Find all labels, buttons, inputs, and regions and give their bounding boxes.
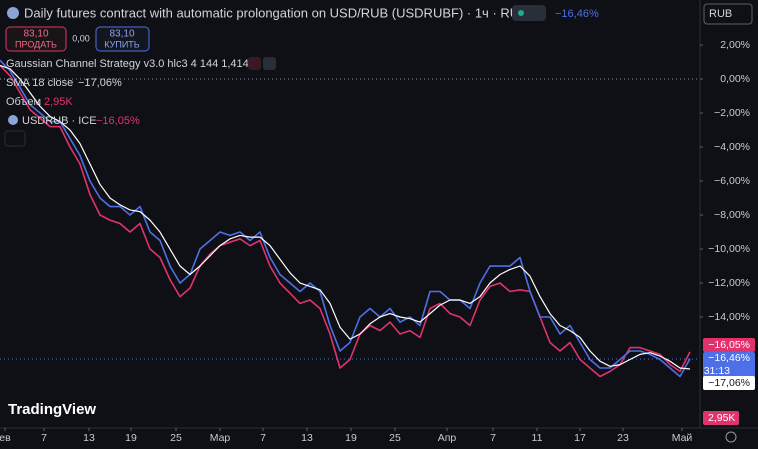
- series-line: [0, 64, 691, 370]
- sell-price[interactable]: 83,10: [23, 29, 48, 40]
- plot: [0, 44, 703, 431]
- y-tick-label: −2,00%: [714, 107, 750, 119]
- x-tick-label: 19: [125, 432, 137, 444]
- countdown: 31:13: [704, 365, 730, 377]
- x-tick-label: 25: [389, 432, 401, 444]
- spread: 0,00: [72, 33, 90, 43]
- buy-label[interactable]: КУПИТЬ: [104, 39, 139, 49]
- sma-price: −17,06%: [708, 377, 750, 389]
- y-tick-label: −4,00%: [714, 141, 750, 153]
- x-tick-label: Апр: [438, 432, 457, 444]
- currency-select[interactable]: [703, 3, 753, 25]
- sma-price-tag: [703, 376, 755, 390]
- x-tick-label: 11: [532, 432, 543, 444]
- legend-volume-value: 2,95K: [44, 96, 73, 108]
- x-tick-label: 23: [617, 432, 629, 444]
- x-tick-label: 19: [345, 432, 357, 444]
- title: Daily futures contract with automatic pr…: [24, 5, 528, 20]
- y-tick-label: 2,00%: [720, 39, 750, 51]
- buy-price[interactable]: 83,10: [109, 29, 134, 40]
- legend-volume: Объем: [6, 96, 41, 108]
- settings-icon[interactable]: [263, 57, 276, 70]
- buy-button[interactable]: [95, 26, 150, 52]
- x-tick-label: Мар: [210, 432, 231, 444]
- x-tick-label: Май: [672, 432, 693, 444]
- volume-price: 2,95K: [708, 412, 735, 424]
- warning-icon[interactable]: [248, 57, 261, 70]
- x-tick-label: 13: [301, 432, 313, 444]
- x-tick-label: 7: [41, 432, 47, 444]
- x-tick-label: ев: [0, 432, 11, 444]
- main-price: −16,46%: [708, 352, 750, 364]
- series-line: [0, 64, 691, 378]
- x-tick-label: 13: [83, 432, 95, 444]
- volume-tag: [703, 411, 739, 425]
- y-tick-label: −10,00%: [708, 243, 750, 255]
- status-dot: [518, 10, 524, 16]
- y-tick-label: 0,00%: [720, 73, 750, 85]
- sell-label[interactable]: ПРОДАТЬ: [15, 39, 57, 49]
- symbol-icon: [7, 7, 19, 19]
- x-tick-label: 7: [260, 432, 266, 444]
- main-price-tag: [703, 352, 755, 378]
- legend-strategy: Gaussian Channel Strategy v3.0 hlc3 4 14…: [6, 58, 249, 70]
- collapse-button[interactable]: [4, 130, 26, 147]
- currency[interactable]: RUB: [709, 8, 732, 20]
- compare-price: −16,05%: [708, 339, 750, 351]
- y-tick-label: −6,00%: [714, 175, 750, 187]
- settings-gear[interactable]: [725, 431, 737, 443]
- status-badge: [512, 5, 546, 21]
- compare-price-tag: [703, 338, 755, 352]
- compare-icon: [8, 115, 18, 125]
- legend-sma-value: −17,06%: [78, 77, 122, 89]
- x-tick-label: 25: [170, 432, 182, 444]
- y-tick-label: −14,00%: [708, 311, 750, 323]
- x-tick-label: 17: [574, 432, 586, 444]
- change: −16,46%: [555, 8, 599, 20]
- logo: TradingView: [8, 401, 96, 418]
- legend-compare-value: −16,05%: [96, 115, 140, 127]
- y-tick-label: −12,00%: [708, 277, 750, 289]
- y-tick-label: −8,00%: [714, 209, 750, 221]
- x-tick-label: 7: [490, 432, 496, 444]
- legend-compare: USDRUB · ICE: [22, 115, 97, 127]
- legend-sma: SMA 18 close: [6, 77, 73, 89]
- sell-button[interactable]: [5, 26, 67, 52]
